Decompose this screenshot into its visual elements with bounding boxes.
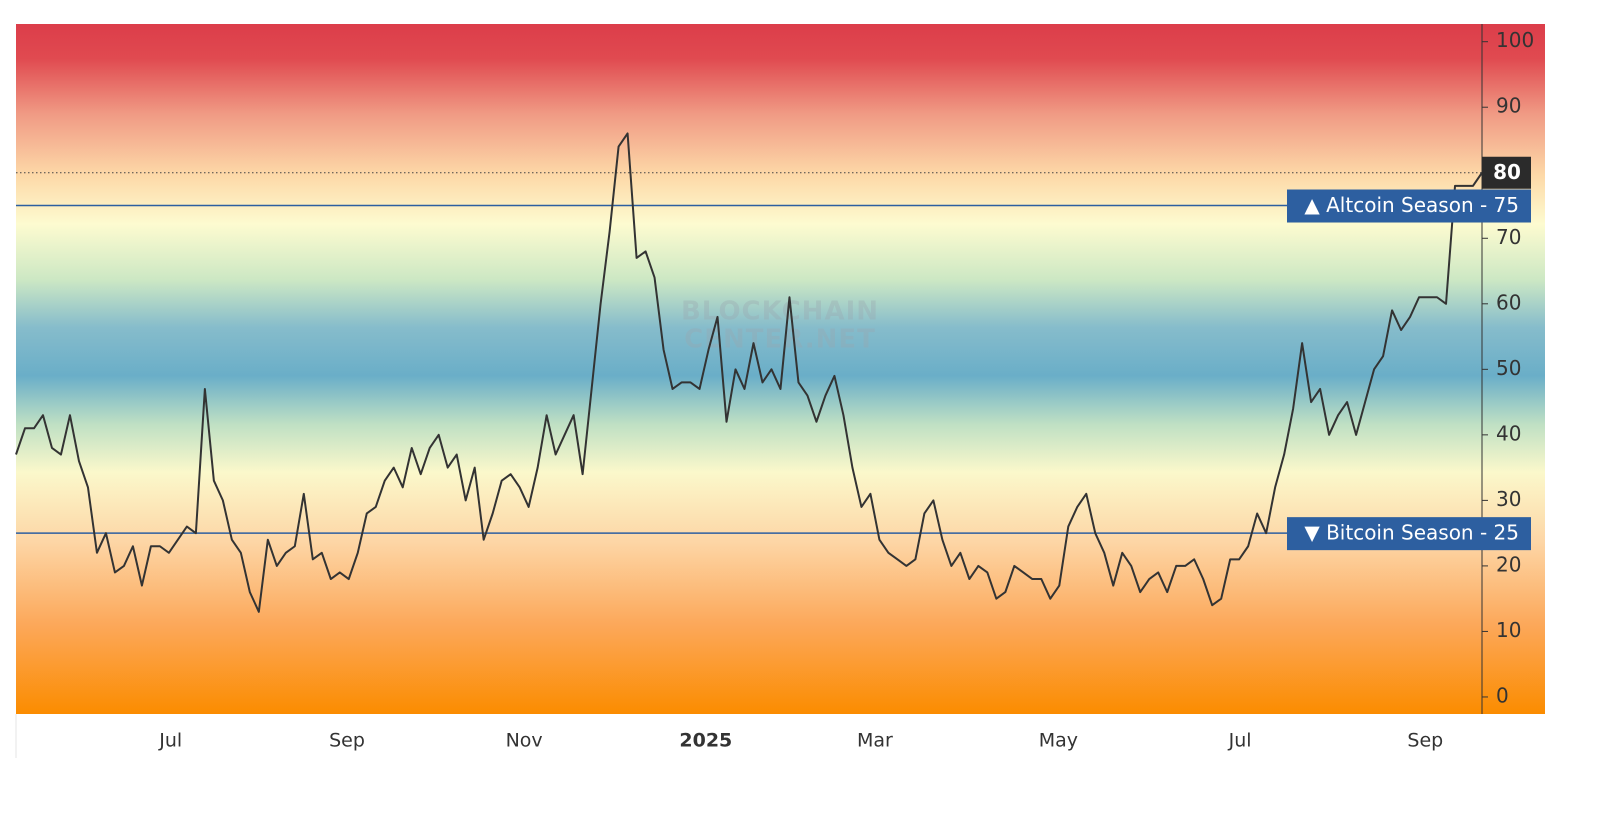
y-tick-label: 10 <box>1496 618 1521 642</box>
last-value-label: 80 <box>1493 160 1521 184</box>
x-tick-label: Mar <box>857 730 893 752</box>
x-tick-label: Jul <box>1228 730 1252 752</box>
y-tick-label: 30 <box>1496 487 1521 511</box>
reference-badge <box>1287 517 1531 551</box>
y-tick-label: 90 <box>1496 94 1521 118</box>
x-tick-label: Nov <box>506 730 543 752</box>
y-tick-label: 70 <box>1496 225 1521 249</box>
reference-badge <box>1287 189 1531 223</box>
last-value-badge <box>1482 156 1531 189</box>
x-tick-label: Sep <box>1407 730 1443 752</box>
x-tick-label: 2025 <box>679 730 732 752</box>
y-tick-label: 0 <box>1496 683 1509 707</box>
watermark-line: CENTER.NET <box>684 325 876 355</box>
reference-label: ▼ Bitcoin Season - 25 <box>1304 521 1519 545</box>
x-tick-label: Jul <box>158 730 182 752</box>
plot-background <box>16 24 1545 714</box>
x-tick-label: Sep <box>329 730 365 752</box>
y-tick-label: 100 <box>1496 28 1534 52</box>
watermark: BLOCKCHAIN CENTER.NET <box>681 297 879 355</box>
reference-label: ▲ Altcoin Season - 75 <box>1304 193 1519 217</box>
watermark-line: BLOCKCHAIN <box>681 297 879 327</box>
series-line <box>15 132 1483 613</box>
x-tick-label: May <box>1039 730 1078 752</box>
y-tick-label: 50 <box>1496 356 1521 380</box>
y-tick-label: 60 <box>1496 290 1521 314</box>
y-tick-label: 20 <box>1496 552 1521 576</box>
y-tick-label: 40 <box>1496 421 1521 445</box>
